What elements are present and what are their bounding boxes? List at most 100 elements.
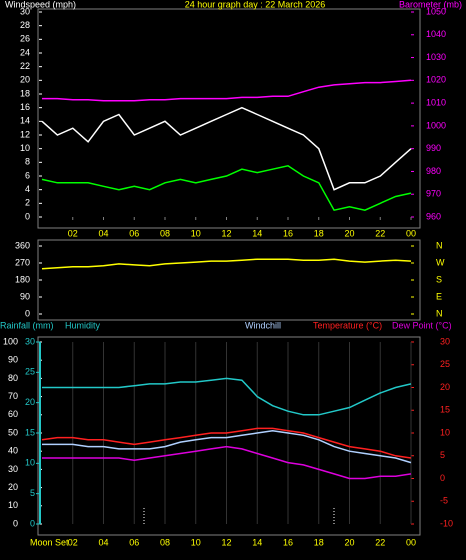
tick-label: 1040	[426, 29, 446, 39]
series-line	[42, 79, 412, 102]
tick-label: 270	[15, 257, 30, 267]
tick-label: 60	[8, 409, 18, 419]
x-tick-label: 18	[314, 228, 324, 238]
tick-label: N	[436, 240, 443, 250]
series-line	[42, 445, 412, 480]
tick-label: -10	[440, 518, 453, 528]
tick-label: 24	[20, 47, 30, 57]
tick-label: 0	[25, 308, 30, 318]
tick-label: 0	[25, 211, 30, 221]
tick-label: 16	[20, 102, 30, 112]
x-tick-label: 08	[160, 537, 170, 547]
tick-label: 180	[15, 274, 30, 284]
x-tick-label: 14	[252, 228, 262, 238]
tick-label: 18	[20, 88, 30, 98]
tick-label: 14	[20, 116, 30, 126]
tick-label: 25	[25, 367, 35, 377]
legend-entry: Humidity	[65, 320, 101, 330]
tick-label: 28	[20, 20, 30, 30]
x-tick-label: 16	[283, 537, 293, 547]
tick-label: 25	[440, 359, 450, 369]
tick-label: 50	[8, 427, 18, 437]
x-tick-label: 00	[406, 228, 416, 238]
x-tick-label: 06	[129, 228, 139, 238]
tick-label: 30	[25, 336, 35, 346]
panel-frame	[37, 8, 421, 229]
tick-label: 1000	[426, 120, 446, 130]
tick-label: 1010	[426, 97, 446, 107]
x-tick-label: 08	[160, 228, 170, 238]
tick-label: 1050	[426, 6, 446, 16]
series-line	[41, 258, 412, 270]
tick-label: 12	[20, 129, 30, 139]
tick-label: 20	[440, 382, 450, 392]
tick-label: 30	[8, 464, 18, 474]
x-tick-label: 12	[221, 228, 231, 238]
tick-label: -5	[440, 496, 448, 506]
tick-label: 30	[440, 336, 450, 346]
tick-label: 6	[25, 170, 30, 180]
tick-label: 360	[15, 240, 30, 250]
tick-label: 10	[8, 500, 18, 510]
x-tick-label: 14	[252, 537, 262, 547]
x-tick-label: 04	[98, 537, 108, 547]
tick-label: 990	[426, 143, 441, 153]
tick-label: 40	[8, 446, 18, 456]
tick-label: N	[436, 308, 443, 318]
panel-frame	[37, 336, 421, 536]
chart-title: 24 hour graph day : 22 March 2026	[185, 0, 326, 9]
x-tick-label: 20	[344, 537, 354, 547]
tick-label: 0	[13, 518, 18, 528]
tick-label: 90	[20, 291, 30, 301]
tick-label: 5	[440, 450, 445, 460]
tick-label: E	[436, 291, 442, 301]
tick-label: 2	[25, 198, 30, 208]
tick-label: 5	[30, 488, 35, 498]
x-tick-label: 22	[375, 537, 385, 547]
series-line	[41, 164, 412, 212]
tick-label: 10	[440, 427, 450, 437]
tick-label: 80	[8, 373, 18, 383]
tick-label: 15	[440, 405, 450, 415]
series-line	[42, 377, 412, 416]
tick-label: 4	[25, 184, 30, 194]
tick-label: 0	[30, 518, 35, 528]
y-axis-label: Windspeed (mph)	[5, 0, 76, 9]
tick-label: S	[436, 274, 442, 284]
tick-label: 15	[25, 427, 35, 437]
tick-label: 8	[25, 157, 30, 167]
x-tick-label: 04	[98, 228, 108, 238]
x-tick-label: 00	[406, 537, 416, 547]
x-tick-label: 12	[221, 537, 231, 547]
x-tick-label: 10	[191, 228, 201, 238]
legend-entry: Dew Point (°C)	[392, 320, 452, 330]
tick-label: 30	[20, 6, 30, 16]
legend-entry: Windchill	[245, 320, 281, 330]
tick-label: 22	[20, 61, 30, 71]
tick-label: 70	[8, 391, 18, 401]
y2-axis-label: Barometer (mb)	[399, 0, 462, 9]
x-tick-label: 16	[283, 228, 293, 238]
x-tick-label: 18	[314, 537, 324, 547]
tick-label: 10	[20, 143, 30, 153]
tick-label: 970	[426, 189, 441, 199]
tick-label: 20	[20, 75, 30, 85]
y3-axis-label: Rainfall (mm)	[0, 320, 54, 330]
series-line	[41, 427, 412, 459]
x-tick-label: 06	[129, 537, 139, 547]
tick-label: 100	[3, 336, 18, 346]
tick-label: 20	[25, 397, 35, 407]
tick-label: 26	[20, 34, 30, 44]
x-tick-label: 22	[375, 228, 385, 238]
tick-label: 0	[440, 473, 445, 483]
panel-frame	[37, 239, 421, 321]
tick-label: 90	[8, 355, 18, 365]
tick-label: 20	[8, 482, 18, 492]
tick-label: 1020	[426, 75, 446, 85]
x-tick-label: 20	[344, 228, 354, 238]
series-line	[42, 429, 412, 464]
tick-label: 10	[25, 458, 35, 468]
tick-label: 1030	[426, 52, 446, 62]
